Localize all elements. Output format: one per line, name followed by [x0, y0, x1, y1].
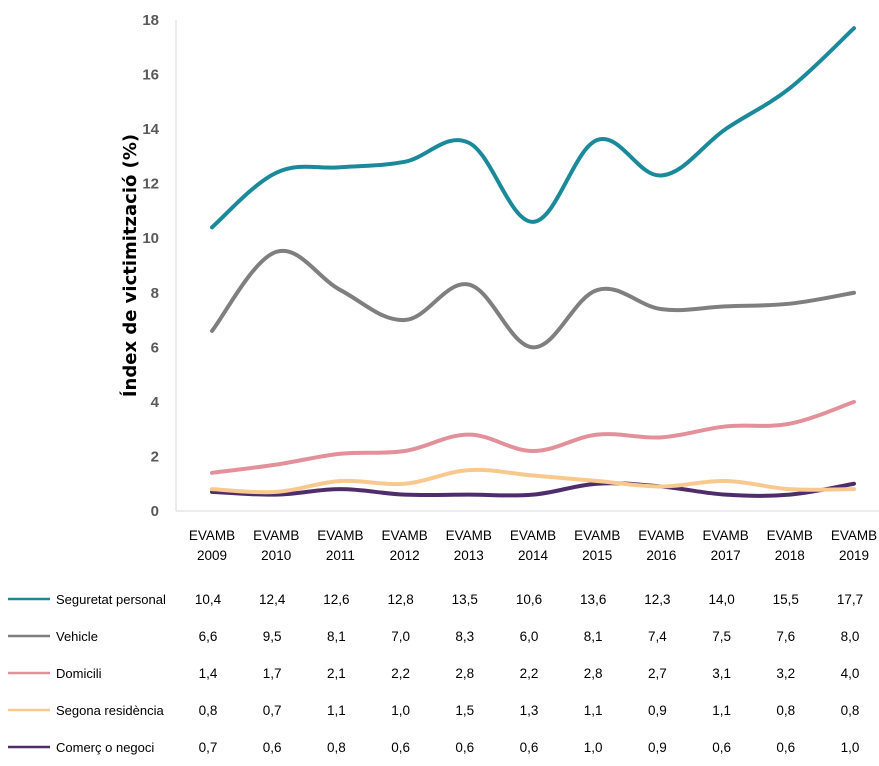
table-cell: 3,2	[776, 666, 795, 681]
x-category-label: EVAMB 2011	[317, 528, 363, 563]
table-cell: 7,0	[391, 629, 410, 644]
y-axis-title: Índex de victimització (%)	[119, 134, 141, 397]
table-cell: 2,8	[455, 666, 474, 681]
series-line-vehicle	[210, 248, 856, 350]
legend-label: Vehicle	[56, 629, 98, 644]
table-cell: 1,1	[712, 703, 731, 718]
chart-axes: 0 2 4 6 8 10 12 14 16 18 Índex de victimització (%…	[119, 12, 879, 563]
table-cell: 8,0	[841, 629, 860, 644]
y-tick-label: 4	[151, 394, 160, 411]
table-cell: 17,7	[837, 592, 863, 607]
x-category-label: EVAMB 2018	[767, 528, 813, 563]
legend-label: Seguretat personal	[56, 592, 166, 607]
table-cell: 0,7	[263, 703, 282, 718]
data-table: Seguretat personal 10,4 12,4 12,6 12,8 13,5 10…	[8, 592, 863, 755]
table-cell: 1,1	[327, 703, 346, 718]
table-cell: 0,6	[520, 740, 539, 755]
x-category-label: EVAMB 2014	[510, 528, 556, 563]
table-cell: 13,6	[580, 592, 606, 607]
series-line-segona-resid-ncia	[210, 467, 856, 495]
table-cell: 9,5	[263, 629, 282, 644]
table-cell: 8,1	[327, 629, 346, 644]
table-cell: 8,3	[455, 629, 474, 644]
table-cell: 1,0	[841, 740, 860, 755]
table-cell: 2,2	[520, 666, 539, 681]
table-row: Domicili 1,4 1,7 2,1 2,2 2,8 2,2 2,8 2,7 3,1 3,2 4,…	[8, 666, 859, 681]
table-cell: 0,6	[776, 740, 795, 755]
table-cell: 0,6	[712, 740, 731, 755]
x-category-label: EVAMB 2009	[189, 528, 235, 563]
table-cell: 12,8	[387, 592, 413, 607]
table-cell: 1,5	[455, 703, 474, 718]
table-cell: 0,9	[648, 740, 667, 755]
table-cell: 15,5	[773, 592, 799, 607]
table-cell: 7,5	[712, 629, 731, 644]
x-category-label: EVAMB 2010	[253, 528, 299, 563]
table-cell: 2,8	[584, 666, 603, 681]
x-category-label: EVAMB 2016	[638, 528, 684, 563]
y-tick-label: 8	[151, 285, 159, 302]
table-cell: 1,1	[584, 703, 603, 718]
table-cell: 7,6	[776, 629, 795, 644]
table-cell: 14,0	[708, 592, 734, 607]
y-tick-label: 6	[151, 339, 159, 356]
table-cell: 12,6	[323, 592, 349, 607]
table-cell: 3,1	[712, 666, 731, 681]
table-cell: 0,6	[263, 740, 282, 755]
x-category-label: EVAMB 2013	[446, 528, 492, 563]
series-lines	[210, 26, 856, 498]
y-tick-label: 0	[151, 503, 159, 520]
series-line-domicili	[210, 399, 856, 475]
legend-label: Comerç o negoci	[56, 740, 154, 755]
table-cell: 1,0	[391, 703, 410, 718]
table-cell: 1,3	[520, 703, 539, 718]
table-cell: 0,6	[455, 740, 474, 755]
x-category-label: EVAMB 2012	[381, 528, 427, 563]
table-cell: 1,4	[199, 666, 218, 681]
table-cell: 13,5	[452, 592, 478, 607]
table-cell: 0,8	[841, 703, 860, 718]
table-cell: 2,2	[391, 666, 410, 681]
table-row: Vehicle 6,6 9,5 8,1 7,0 8,3 6,0 8,1 7,4 7,5 7,6 8,0	[8, 629, 859, 644]
y-tick-label: 12	[142, 176, 159, 193]
table-cell: 0,8	[199, 703, 218, 718]
table-cell: 2,1	[327, 666, 346, 681]
x-category-label: EVAMB 2019	[831, 528, 877, 563]
legend-label: Domicili	[56, 666, 102, 681]
table-row: Segona residència 0,8 0,7 1,1 1,0 1,5 1,3 1,1 0,…	[8, 703, 859, 718]
table-cell: 0,6	[391, 740, 410, 755]
table-cell: 12,3	[644, 592, 670, 607]
table-row: Seguretat personal 10,4 12,4 12,6 12,8 13,5 10…	[8, 592, 863, 607]
y-tick-label: 18	[142, 12, 159, 29]
x-category-label: EVAMB 2015	[574, 528, 620, 563]
table-cell: 2,7	[648, 666, 667, 681]
y-tick-label: 16	[142, 67, 159, 84]
table-cell: 0,9	[648, 703, 667, 718]
y-tick-label: 10	[142, 230, 159, 247]
table-cell: 8,1	[584, 629, 603, 644]
table-cell: 4,0	[841, 666, 860, 681]
legend-label: Segona residència	[56, 703, 164, 718]
table-cell: 7,4	[648, 629, 667, 644]
y-tick-label: 2	[151, 448, 159, 465]
table-cell: 0,8	[327, 740, 346, 755]
table-cell: 10,6	[516, 592, 542, 607]
table-cell: 0,8	[776, 703, 795, 718]
table-cell: 1,7	[263, 666, 282, 681]
table-cell: 1,0	[584, 740, 603, 755]
table-row: Comerç o negoci 0,7 0,6 0,8 0,6 0,6 0,6 1,0 0,9 0…	[8, 740, 859, 755]
series-line-seguretat-personal	[210, 26, 856, 230]
table-cell: 12,4	[259, 592, 286, 607]
x-category-label: EVAMB 2017	[702, 528, 748, 563]
table-cell: 6,0	[520, 629, 539, 644]
table-cell: 0,7	[199, 740, 218, 755]
table-cell: 6,6	[199, 629, 218, 644]
table-cell: 10,4	[195, 592, 222, 607]
y-tick-label: 14	[142, 121, 159, 138]
series-line-comer-o-negoci	[210, 481, 856, 498]
